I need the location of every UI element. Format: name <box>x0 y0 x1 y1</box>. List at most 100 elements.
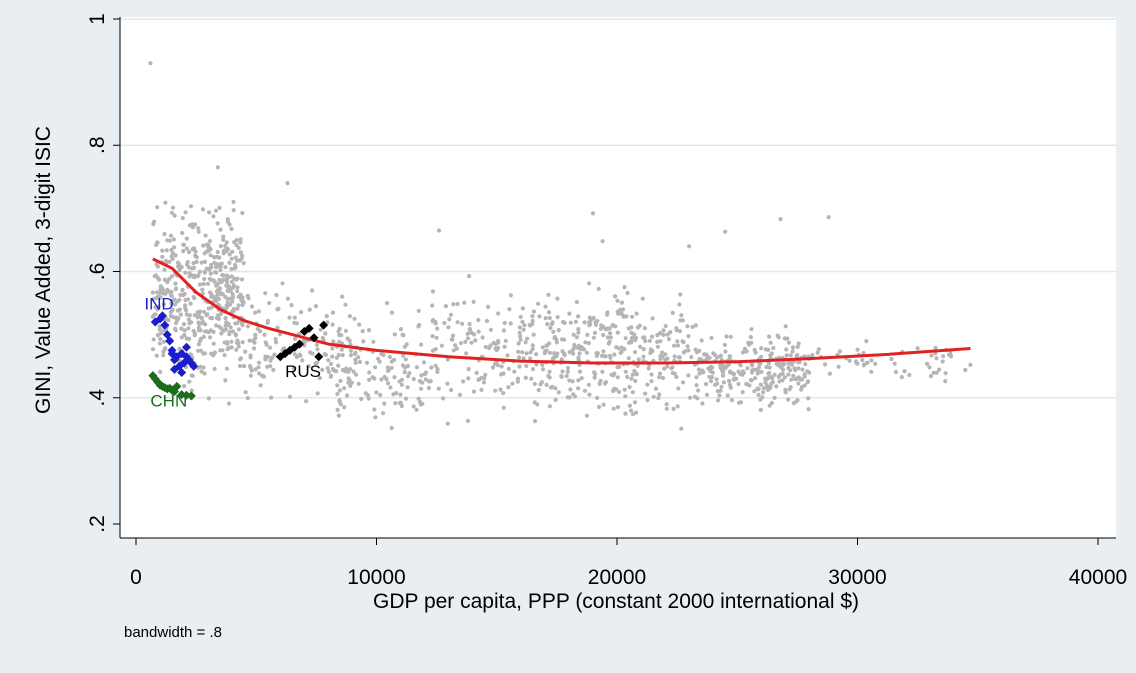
data-point <box>324 314 329 319</box>
data-point <box>357 322 362 327</box>
data-point <box>490 365 496 370</box>
data-point <box>178 312 183 317</box>
data-point <box>245 396 250 401</box>
data-point <box>501 391 506 396</box>
data-point <box>560 349 565 354</box>
data-point <box>211 329 216 334</box>
data-point <box>230 249 235 254</box>
data-point <box>516 349 521 354</box>
data-point <box>445 381 450 386</box>
data-point <box>660 350 665 355</box>
data-point <box>720 368 725 373</box>
data-point <box>753 350 758 355</box>
data-point <box>184 336 189 341</box>
data-point <box>675 404 680 409</box>
data-point <box>220 273 225 278</box>
data-point <box>528 350 533 355</box>
data-point <box>649 372 654 377</box>
data-point <box>433 363 438 368</box>
data-point <box>180 230 185 236</box>
data-point <box>759 346 764 351</box>
data-point <box>796 381 801 386</box>
data-point <box>616 389 622 394</box>
data-point <box>547 375 552 380</box>
data-point <box>304 399 309 404</box>
data-point <box>546 292 551 297</box>
data-point <box>203 233 208 238</box>
data-point <box>365 393 370 398</box>
data-point <box>648 347 654 352</box>
x-tick-label: 30000 <box>828 566 886 589</box>
data-point <box>419 373 424 378</box>
data-point <box>570 379 575 384</box>
data-point <box>636 357 641 362</box>
data-point <box>634 311 639 316</box>
data-point <box>212 255 217 260</box>
data-point <box>315 391 320 396</box>
data-point <box>530 343 535 348</box>
data-point <box>788 353 793 358</box>
data-point <box>178 292 183 297</box>
data-point <box>225 217 230 222</box>
data-point <box>893 369 899 375</box>
data-point-outlier <box>826 215 831 220</box>
data-point <box>677 329 683 334</box>
data-point <box>433 321 438 326</box>
data-point <box>540 362 545 367</box>
data-point <box>752 376 758 381</box>
data-point <box>192 331 198 336</box>
data-point <box>182 332 187 338</box>
data-point <box>213 208 219 213</box>
data-point <box>252 340 257 345</box>
data-point <box>770 376 775 381</box>
data-point-outlier <box>590 211 596 216</box>
data-point <box>214 265 219 270</box>
data-point <box>934 370 939 375</box>
data-point <box>517 355 522 360</box>
data-point <box>709 335 714 340</box>
data-point <box>727 354 732 359</box>
data-point <box>212 260 217 265</box>
data-point <box>185 260 190 265</box>
data-point <box>374 390 379 395</box>
data-point-ind <box>177 368 187 377</box>
data-point <box>196 273 201 278</box>
data-point <box>208 271 213 276</box>
data-point <box>196 229 201 234</box>
data-point <box>799 384 805 390</box>
data-point <box>665 332 670 337</box>
data-point <box>300 358 305 363</box>
data-point <box>499 364 504 369</box>
data-point <box>674 326 679 331</box>
data-point <box>907 372 912 378</box>
data-point <box>837 349 843 354</box>
data-point <box>658 371 663 376</box>
data-point <box>253 310 258 315</box>
data-point <box>741 369 746 374</box>
data-point <box>419 342 424 347</box>
data-point <box>467 274 472 279</box>
data-point <box>689 355 694 360</box>
data-point <box>430 334 435 339</box>
data-point <box>543 304 548 309</box>
data-point <box>392 332 397 337</box>
data-point <box>611 406 616 411</box>
data-point <box>632 350 638 355</box>
data-point <box>583 340 588 345</box>
data-point <box>515 379 521 384</box>
data-point-outlier <box>687 244 692 249</box>
data-point <box>215 313 220 318</box>
data-point <box>299 310 304 315</box>
data-point <box>467 329 473 334</box>
data-point <box>193 222 198 227</box>
data-point <box>219 311 224 316</box>
data-point <box>235 288 240 294</box>
data-point <box>453 343 458 348</box>
data-point <box>637 323 642 328</box>
data-point <box>206 396 211 401</box>
data-point <box>736 381 741 387</box>
data-point <box>168 233 174 238</box>
data-point <box>187 379 192 384</box>
data-point <box>550 320 555 325</box>
data-point <box>169 210 175 215</box>
